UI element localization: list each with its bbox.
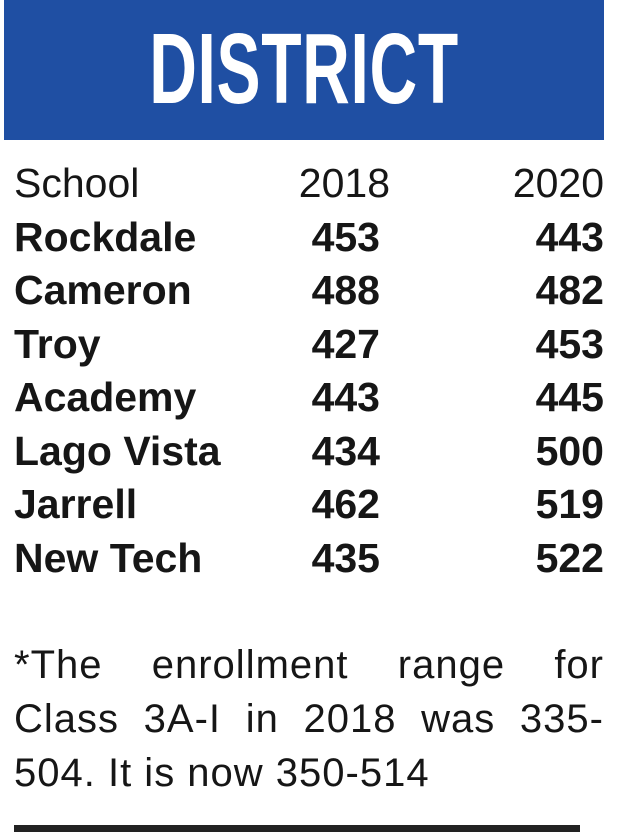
table-row: Rockdale 453 443 — [14, 211, 604, 265]
bottom-rule — [14, 825, 580, 832]
table-row: New Tech 435 522 — [14, 532, 604, 586]
enrollment: 519 — [535, 481, 604, 528]
enrollment: 453 — [535, 320, 604, 367]
table-row: Cameron 488 482 — [14, 264, 604, 318]
school-name: Rockdale — [14, 213, 197, 260]
school-name: Lago Vista — [14, 427, 221, 474]
column-header: 2018 — [298, 160, 390, 207]
title: DISTRICT 10-3A — [149, 13, 459, 235]
enrollment: 427 — [311, 320, 380, 367]
header-band: DISTRICT 10-3A — [4, 0, 604, 234]
enrollment: 482 — [535, 267, 604, 314]
column-header: School — [14, 160, 140, 207]
school-name: New Tech — [14, 534, 203, 581]
header-row: School 2018 2020 — [14, 157, 604, 211]
enrollment: 522 — [535, 534, 604, 581]
footnote-line: Class 3A-I in 2018 was 335- — [14, 697, 604, 741]
enrollment: 462 — [311, 481, 380, 528]
table-row: Troy 427 453 — [14, 318, 604, 372]
school-name: Cameron — [14, 267, 192, 314]
enrollment: 488 — [311, 267, 380, 314]
enrollment: 500 — [535, 427, 604, 474]
footnote-line: 504. It is now 350-514 — [14, 751, 430, 795]
enrollment: 445 — [535, 374, 604, 421]
footnote-line: *The enrollment range for — [14, 643, 604, 687]
footnote: *The enrollment range for Class 3A-I in 2… — [14, 638, 604, 800]
enrollment: 453 — [311, 213, 380, 260]
school-name: Academy — [14, 374, 197, 421]
column-header: 2020 — [512, 160, 604, 207]
table-row: Lago Vista 434 500 — [14, 425, 604, 479]
table-row: Jarrell 462 519 — [14, 478, 604, 532]
enrollment: 435 — [311, 534, 380, 581]
enrollment: 443 — [311, 374, 380, 421]
enrollment: 434 — [311, 427, 380, 474]
school-name: Jarrell — [14, 481, 138, 528]
table-row: Academy 443 445 — [14, 371, 604, 425]
school-name: Troy — [14, 320, 101, 367]
enrollment: 443 — [535, 213, 604, 260]
table: School 2018 2020 Rockdale 453 443 Cameron 488 48… — [14, 157, 604, 585]
